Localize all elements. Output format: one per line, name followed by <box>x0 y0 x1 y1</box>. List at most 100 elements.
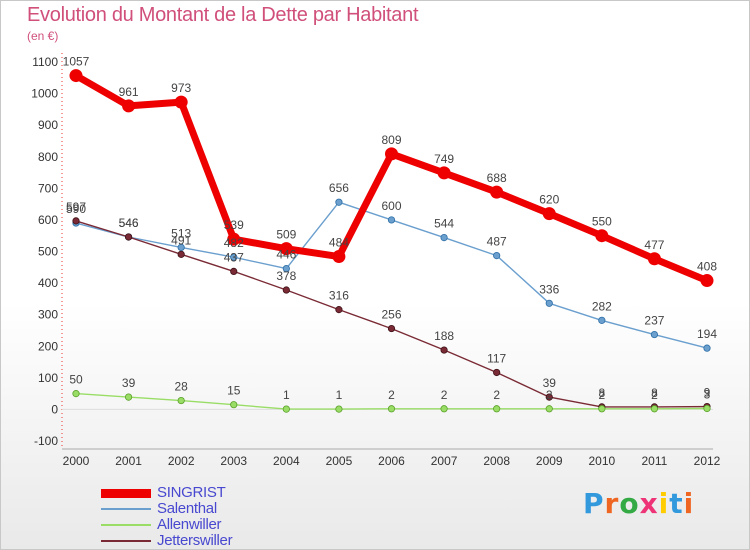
data-point <box>332 250 346 264</box>
data-label: 749 <box>434 152 454 166</box>
data-point <box>598 316 606 324</box>
logo-letter: o <box>619 487 640 520</box>
data-point <box>440 234 448 242</box>
data-point <box>493 252 501 260</box>
legend-swatch <box>101 488 151 498</box>
data-label: 590 <box>66 202 86 216</box>
data-point <box>545 393 553 401</box>
data-label: 477 <box>644 238 664 252</box>
data-label: 550 <box>592 215 612 229</box>
series-line <box>74 72 709 284</box>
data-label: 484 <box>329 236 349 250</box>
data-label: 2 <box>388 388 395 402</box>
data-point <box>124 233 133 241</box>
data-label: 408 <box>697 260 717 274</box>
data-point <box>230 267 238 275</box>
data-point <box>703 344 711 352</box>
data-point <box>177 250 185 258</box>
data-point <box>647 252 661 266</box>
data-label: 28 <box>174 380 188 394</box>
data-point <box>69 69 83 83</box>
data-point <box>493 368 501 377</box>
data-label: 961 <box>119 85 139 99</box>
chart-title: Evolution du Montant de la Dette par Hab… <box>27 4 419 26</box>
data-label: 2 <box>598 388 605 402</box>
data-point <box>387 216 396 224</box>
data-label: 509 <box>276 228 296 242</box>
data-point <box>279 242 293 256</box>
data-label: 8 <box>598 386 605 400</box>
y-tick-label: 800 <box>38 150 58 164</box>
x-tick-label: 2007 <box>431 454 458 468</box>
y-tick-label: 0 <box>51 402 58 416</box>
data-label: 8 <box>651 386 658 400</box>
data-label: 188 <box>434 329 454 343</box>
y-tick-label: 200 <box>38 339 58 353</box>
data-label: 1057 <box>63 55 90 69</box>
data-point <box>335 198 343 206</box>
y-tick-label: 1000 <box>31 87 58 101</box>
logo-letter: i <box>683 487 695 520</box>
data-point <box>650 330 659 339</box>
data-label: 2 <box>651 388 658 402</box>
data-label: 688 <box>487 171 507 185</box>
data-point <box>230 253 238 261</box>
data-label: 336 <box>539 282 559 296</box>
data-point <box>493 405 501 413</box>
x-tick-label: 2001 <box>115 454 142 468</box>
data-point <box>282 405 290 413</box>
data-label: 809 <box>381 133 401 147</box>
logo-letter: r <box>604 487 620 520</box>
y-tick-label: 100 <box>38 371 58 385</box>
data-point <box>335 405 343 413</box>
series-singrist <box>69 69 714 288</box>
data-point <box>545 299 553 307</box>
data-label: 513 <box>171 226 191 240</box>
x-tick-label: 2006 <box>378 454 405 468</box>
data-label: 316 <box>329 289 349 303</box>
data-point <box>122 99 136 113</box>
data-label: 256 <box>381 308 401 322</box>
x-tick-label: 2004 <box>273 454 300 468</box>
data-point <box>545 405 553 413</box>
data-label: 2 <box>441 388 448 402</box>
data-label: 1 <box>336 388 343 402</box>
data-label: 973 <box>171 81 191 95</box>
series-salenthal <box>72 198 711 352</box>
data-label: 194 <box>697 327 717 341</box>
data-label: 2 <box>546 388 553 402</box>
x-tick-label: 2003 <box>220 454 247 468</box>
data-point <box>282 286 290 294</box>
data-point <box>542 207 556 221</box>
proxiti-logo: Proxiti <box>583 487 694 520</box>
data-point <box>700 274 714 288</box>
data-label: 539 <box>224 218 244 232</box>
data-point <box>177 396 185 405</box>
data-label: 3 <box>704 387 711 401</box>
chart-unit-label: (en €) <box>27 29 59 43</box>
data-point <box>72 390 80 398</box>
legend-swatch <box>101 524 151 526</box>
data-label: 544 <box>434 217 454 231</box>
x-tick-label: 2009 <box>536 454 563 468</box>
data-label: 9 <box>704 386 711 400</box>
data-label: 282 <box>592 299 612 313</box>
x-tick-label: 2000 <box>63 454 90 468</box>
data-label: 2 <box>493 388 500 402</box>
data-point <box>387 324 396 333</box>
x-tick-label: 2010 <box>588 454 615 468</box>
data-label: 546 <box>119 216 139 230</box>
data-point <box>490 185 504 199</box>
x-tick-label: 2008 <box>483 454 510 468</box>
data-point <box>437 166 451 180</box>
logo-letter: x <box>639 487 659 520</box>
x-tick-label: 2012 <box>694 454 721 468</box>
data-label: 437 <box>224 250 244 264</box>
data-label: 446 <box>276 248 296 262</box>
data-label: 1 <box>283 388 290 402</box>
legend-label: SINGRIST <box>157 484 226 501</box>
logo-letter: t <box>669 487 684 520</box>
legend-label: Jetterswiller <box>157 532 233 549</box>
